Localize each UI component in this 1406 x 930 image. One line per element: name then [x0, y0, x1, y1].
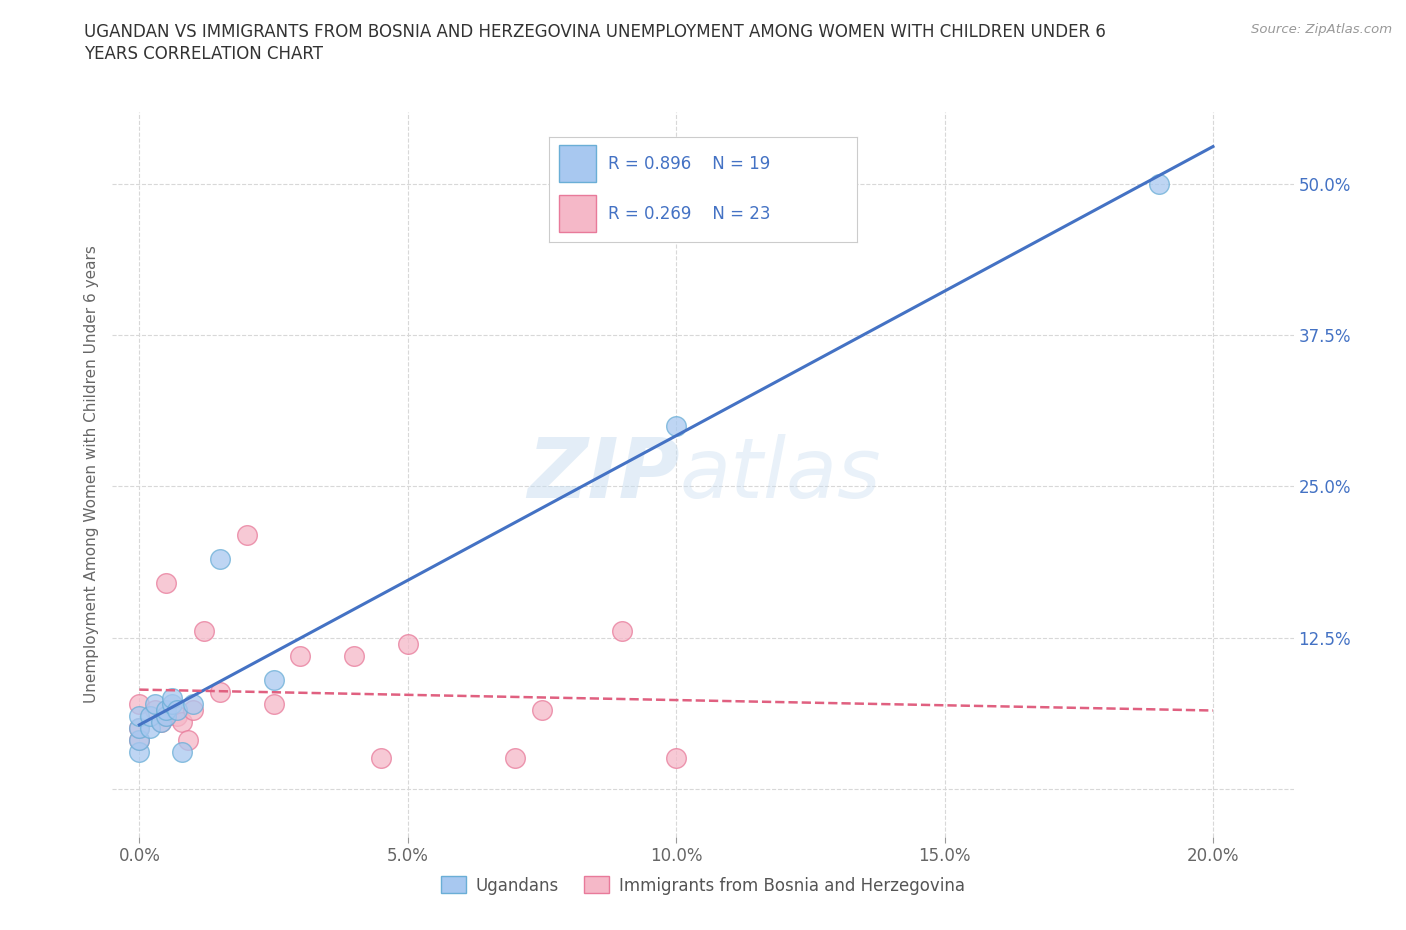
- Y-axis label: Unemployment Among Women with Children Under 6 years: Unemployment Among Women with Children U…: [83, 246, 98, 703]
- Point: [503, 751, 526, 766]
- Point: [176, 733, 198, 748]
- Point: [155, 709, 177, 724]
- Point: [172, 715, 194, 730]
- Point: [128, 721, 150, 736]
- Point: [160, 697, 183, 711]
- Text: ZIP: ZIP: [527, 433, 679, 515]
- Point: [145, 703, 167, 718]
- Point: [155, 576, 177, 591]
- Point: [155, 709, 177, 724]
- Text: atlas: atlas: [679, 433, 882, 515]
- Point: [1149, 177, 1171, 192]
- Point: [665, 751, 688, 766]
- Point: [128, 733, 150, 748]
- Point: [193, 624, 215, 639]
- Point: [166, 709, 188, 724]
- Point: [396, 636, 419, 651]
- Point: [145, 697, 167, 711]
- Point: [612, 624, 634, 639]
- Point: [530, 703, 553, 718]
- Text: YEARS CORRELATION CHART: YEARS CORRELATION CHART: [84, 45, 323, 62]
- Point: [343, 648, 366, 663]
- Point: [263, 697, 285, 711]
- Point: [166, 703, 188, 718]
- Point: [155, 703, 177, 718]
- Point: [263, 672, 285, 687]
- Point: [160, 691, 183, 706]
- Legend: Ugandans, Immigrants from Bosnia and Herzegovina: Ugandans, Immigrants from Bosnia and Her…: [434, 870, 972, 901]
- Point: [290, 648, 312, 663]
- Point: [208, 551, 231, 566]
- Text: UGANDAN VS IMMIGRANTS FROM BOSNIA AND HERZEGOVINA UNEMPLOYMENT AMONG WOMEN WITH : UGANDAN VS IMMIGRANTS FROM BOSNIA AND HE…: [84, 23, 1107, 41]
- Point: [181, 697, 204, 711]
- Point: [128, 733, 150, 748]
- Point: [665, 418, 688, 433]
- Point: [139, 709, 162, 724]
- Point: [128, 709, 150, 724]
- Point: [149, 715, 172, 730]
- Point: [235, 527, 257, 542]
- Point: [370, 751, 392, 766]
- Point: [128, 745, 150, 760]
- Point: [172, 745, 194, 760]
- Text: Source: ZipAtlas.com: Source: ZipAtlas.com: [1251, 23, 1392, 36]
- Point: [208, 684, 231, 699]
- Point: [181, 703, 204, 718]
- Point: [128, 697, 150, 711]
- Point: [128, 721, 150, 736]
- Point: [149, 715, 172, 730]
- Point: [139, 721, 162, 736]
